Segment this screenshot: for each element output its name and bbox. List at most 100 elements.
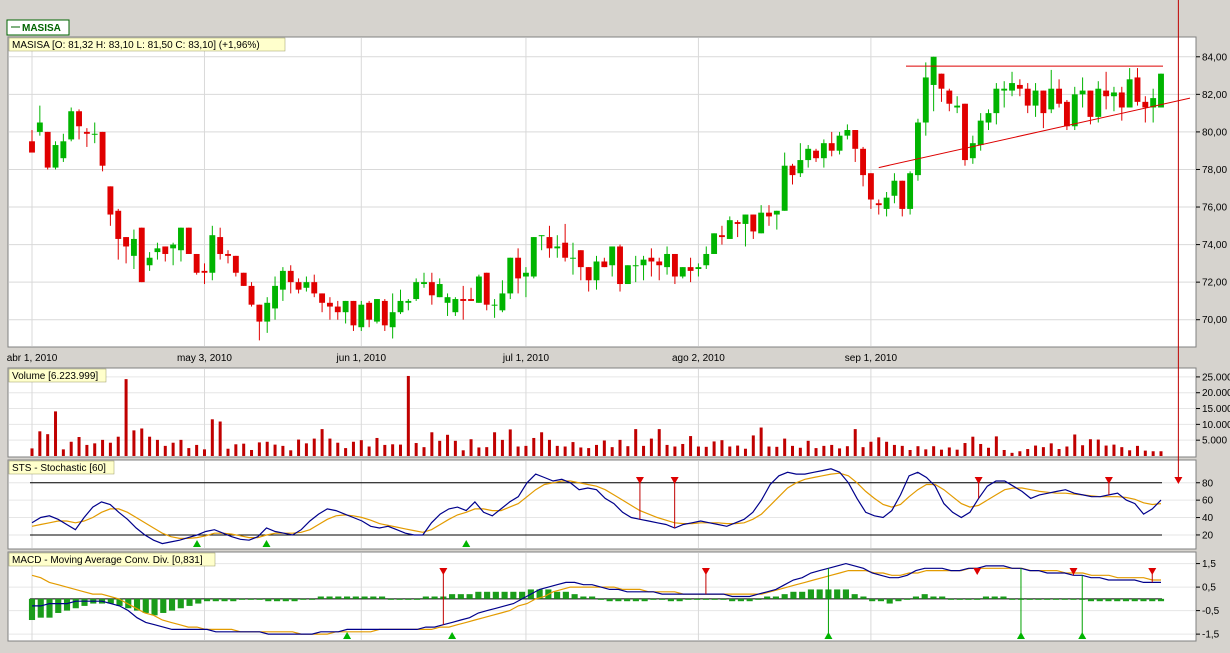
macd-histogram-bar <box>597 598 604 600</box>
macd-histogram-bar <box>755 598 762 600</box>
candle-body <box>1134 77 1141 102</box>
candle-body <box>773 210 780 215</box>
candle-body <box>350 300 357 326</box>
price-trendlines <box>878 65 1191 169</box>
macd-histogram-bar <box>449 594 456 599</box>
candle-body <box>522 272 529 277</box>
volume-bar <box>195 444 199 456</box>
macd-histogram-bar <box>457 594 464 599</box>
candle-body <box>397 300 404 313</box>
macd-histogram-bar <box>317 596 324 599</box>
volume-bar <box>202 449 206 456</box>
volume-bar <box>696 446 700 456</box>
candle-body <box>123 237 130 247</box>
candle-body <box>107 186 114 215</box>
buy-marker <box>448 632 457 639</box>
buy-marker <box>193 540 202 547</box>
volume-bar <box>187 448 191 456</box>
macd-histogram-bar <box>238 598 246 600</box>
volume-bar <box>853 429 857 456</box>
candle-body <box>76 111 82 127</box>
macd-histogram-bar <box>895 598 902 602</box>
candle-body <box>91 133 98 135</box>
macd-histogram-bar <box>939 596 946 599</box>
macd-histogram-bar <box>414 598 421 600</box>
candle-body <box>1126 79 1133 108</box>
stochastic-plot-area[interactable] <box>7 459 1197 550</box>
symbol-tab[interactable] <box>6 19 70 36</box>
macd-histogram-bar <box>685 598 692 600</box>
macd-histogram-bar <box>1061 598 1068 600</box>
buy-marker <box>262 540 271 547</box>
volume-bar <box>116 436 120 456</box>
macd-histogram-bar <box>667 598 674 602</box>
volume-bar <box>783 438 787 456</box>
y-tick-label: 78,00 <box>1202 165 1227 176</box>
candle-body <box>570 257 576 259</box>
candle-body <box>1150 98 1157 108</box>
candle-body <box>577 250 584 268</box>
volume-bar <box>1135 445 1139 456</box>
sell-marker <box>439 568 448 575</box>
volume-plot-area[interactable] <box>7 367 1197 458</box>
candle-body <box>640 259 647 266</box>
macd-histogram-bar <box>807 589 814 599</box>
y-tick-label: 10.000 <box>1202 420 1230 431</box>
macd-histogram-bar <box>256 598 263 600</box>
candle-body <box>1040 90 1047 114</box>
candle-body <box>805 148 812 161</box>
volume-bar <box>485 447 489 456</box>
volume-bar <box>767 446 771 456</box>
macd-histogram-bar <box>308 598 316 600</box>
macd-lines <box>31 562 1161 635</box>
macd-histogram-bar <box>790 591 797 599</box>
candle-body <box>954 105 961 108</box>
volume-bar <box>532 437 536 456</box>
macd-plot-area[interactable] <box>7 551 1197 642</box>
volume-bar <box>406 375 410 456</box>
macd-histogram-bar <box>282 598 289 602</box>
macd-histogram-bar <box>273 598 281 602</box>
volume-bar <box>932 446 936 456</box>
candle-body <box>29 141 35 153</box>
volume-bar <box>736 445 740 456</box>
macd-histogram-bar <box>641 598 648 602</box>
candle-body <box>993 88 1000 114</box>
y-tick-label: 80 <box>1202 478 1214 489</box>
candle-body <box>342 300 349 313</box>
volume-bar <box>900 445 904 456</box>
macd-histogram-bar <box>265 598 272 602</box>
macd-histogram-bar <box>869 598 876 602</box>
candle-body <box>828 143 835 151</box>
price-title: MASISA [O: 81,32 H: 83,10 L: 81,50 C: 83… <box>12 40 260 51</box>
candle-body <box>491 304 498 306</box>
macd-histogram-bar <box>1096 598 1103 602</box>
macd-histogram-bar <box>405 598 412 600</box>
volume-bar <box>344 448 348 456</box>
volume-bar <box>438 440 442 456</box>
volume-bar <box>477 447 481 456</box>
candle-body <box>507 257 514 294</box>
volume-bar <box>1026 449 1030 456</box>
volume-bar <box>1128 450 1132 456</box>
candle-body <box>115 210 122 239</box>
volume-bar <box>124 379 128 456</box>
candle-body <box>1118 92 1125 108</box>
candle-body <box>891 180 898 196</box>
candle-body <box>875 203 882 206</box>
volume-bar <box>1088 439 1092 456</box>
candle-body <box>648 257 655 262</box>
candle-body <box>1071 94 1078 127</box>
volume-bar <box>257 442 261 456</box>
sell-marker <box>1069 568 1078 575</box>
volume-bar <box>775 446 779 456</box>
candle-body <box>99 131 106 166</box>
candle-body <box>1079 90 1086 95</box>
y-tick-label: 20 <box>1202 530 1214 541</box>
volume-bar <box>877 437 881 456</box>
price-plot-area[interactable] <box>7 36 1197 348</box>
price-candles <box>29 56 1164 341</box>
y-tick-label: 84,00 <box>1202 52 1227 63</box>
volume-bar <box>963 443 967 456</box>
